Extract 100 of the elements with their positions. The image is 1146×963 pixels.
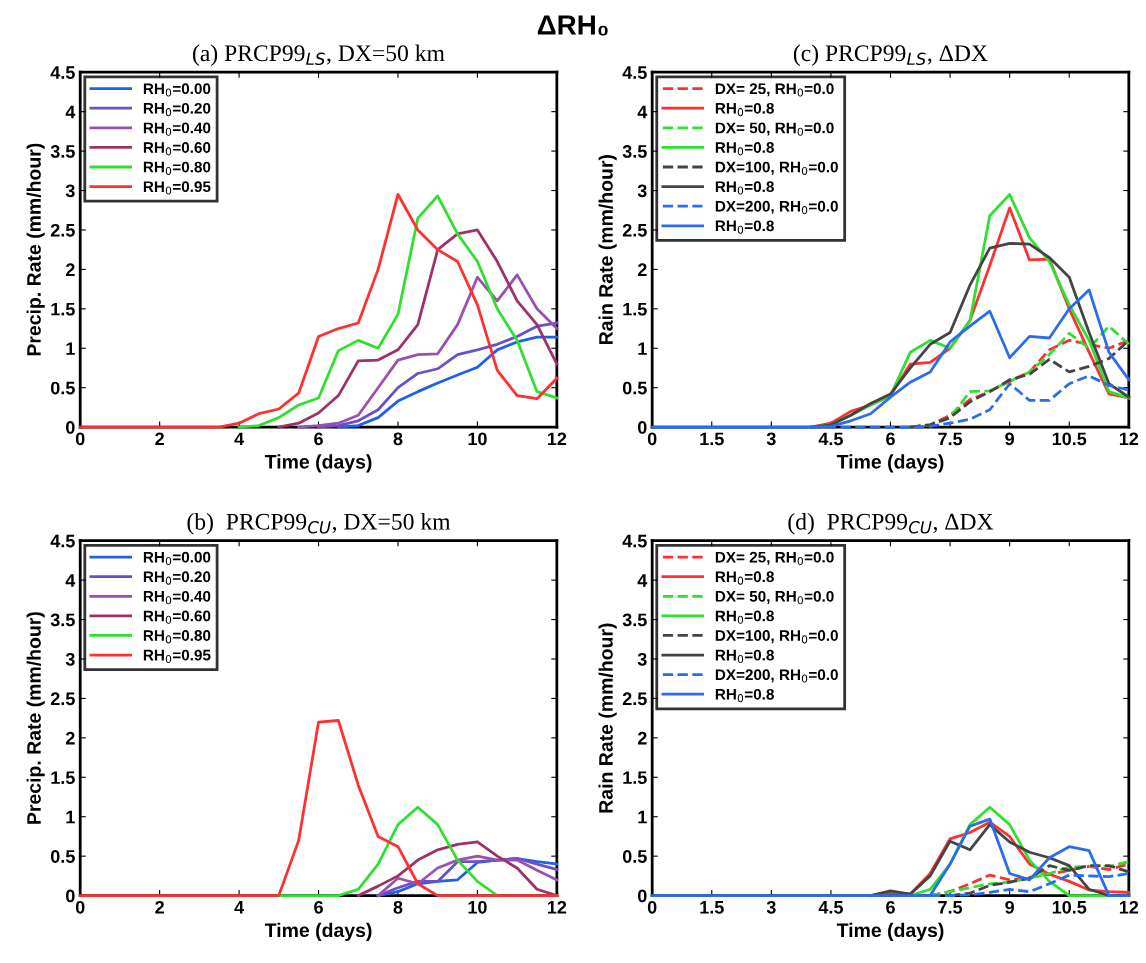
y-tick-label: 3.5 (622, 613, 647, 627)
y-tick-label: 2.5 (50, 223, 75, 237)
legend-label: RH$_{0}$=0.8 (715, 220, 774, 234)
y-tick-label: 3 (637, 652, 647, 666)
x-tick-label: 12 (1119, 900, 1139, 914)
line-series (277, 805, 499, 897)
y-tick-label: 3 (65, 184, 75, 198)
x-tick-label: 6 (314, 432, 323, 446)
y-tick-label: 0 (66, 421, 75, 434)
y-tick-label: 1 (66, 810, 75, 824)
y-tick-label: 0.5 (622, 850, 647, 863)
legend-label: RH$_{0}$=0.00 (143, 83, 211, 97)
x-tick-label: 9 (1005, 900, 1014, 914)
x-tick-label: 10 (468, 900, 487, 914)
y-tick-label: 2.5 (622, 223, 647, 237)
legend-label: RH$_{0}$=0.95 (143, 181, 211, 195)
x-tick-label: 12 (547, 900, 567, 914)
x-tick-label: 10 (468, 432, 487, 446)
line-series (277, 228, 559, 429)
line-series (297, 273, 559, 429)
x-tick-label: 2 (155, 432, 164, 446)
legend-label: RH$_{0}$=0.00 (143, 551, 211, 566)
y-tick-label: 0 (637, 421, 647, 434)
y-tick-label: 4.5 (622, 534, 647, 548)
legend-label: RH$_{0}$=0.40 (143, 122, 211, 136)
y-tick-label: 0.5 (622, 381, 647, 395)
legend-label: RH$_{0}$=0.8 (715, 181, 774, 195)
legend-label: RH$_{0}$=0.20 (143, 102, 211, 117)
legend-label: RH$_{0}$=0.20 (143, 571, 211, 585)
y-tick-label: 3 (637, 184, 647, 198)
x-tick-label: 12 (1119, 432, 1139, 446)
y-tick-label: 1.5 (51, 302, 75, 316)
x-tick-label: 6 (314, 900, 323, 914)
y-tick-label: 2 (637, 263, 647, 276)
y-tick-label: 2.5 (50, 692, 75, 706)
legend-label: RH$_{0}$=0.60 (143, 610, 211, 624)
legend-label: DX= 50, RH$_{0}$=0.0 (715, 122, 834, 136)
line-series (337, 335, 559, 429)
y-axis-title: Precip. Rate (mm/hour) (26, 612, 45, 824)
y-tick-label: 3.5 (50, 145, 75, 158)
y-tick-label: 4 (637, 105, 648, 119)
legend-label: RH$_{0}$=0.8 (715, 610, 774, 624)
y-tick-label: 3.5 (50, 613, 75, 627)
x-axis-title: Time (days) (836, 922, 944, 941)
legend-label: DX=200, RH$_{0}$=0.0 (715, 669, 838, 683)
y-tick-label: 4.5 (622, 66, 647, 79)
x-tick-label: 7.5 (938, 901, 963, 914)
y-axis-title: Rain Rate (mm/hour) (598, 623, 617, 813)
x-axis-title: Time (days) (264, 922, 372, 941)
x-tick-label: 3 (766, 432, 776, 446)
y-tick-label: 1.5 (51, 771, 75, 785)
legend-label: RH$_{0}$=0.80 (143, 161, 211, 175)
y-axis-title: Rain Rate (mm/hour) (598, 155, 617, 344)
x-tick-label: 9 (1005, 432, 1014, 446)
x-tick-label: 4.5 (818, 901, 843, 914)
x-tick-label: 2 (155, 900, 164, 914)
legend-label: RH$_{0}$=0.8 (715, 102, 774, 117)
y-tick-label: 3 (65, 652, 75, 666)
x-tick-label: 0 (75, 432, 85, 446)
x-tick-label: 10.5 (1052, 432, 1087, 446)
line-series (317, 321, 559, 429)
y-tick-label: 0.5 (50, 850, 75, 863)
legend-label: DX= 25, RH$_{0}$=0.0 (715, 83, 834, 97)
y-tick-label: 1 (638, 810, 647, 824)
y-tick-label: 4 (65, 574, 76, 587)
y-tick-label: 2.5 (622, 692, 647, 706)
chart-title: (c) PRCP99$_{LS}$, ΔDX (793, 44, 988, 66)
x-tick-label: 0 (647, 432, 657, 446)
y-tick-label: 2 (637, 731, 647, 745)
y-tick-label: 1.5 (623, 302, 647, 316)
chart-title: (d) PRCP99$_{CU}$, ΔDX (788, 513, 994, 535)
x-tick-label: 8 (393, 900, 403, 914)
x-axis-title: Time (days) (836, 454, 944, 473)
x-tick-label: 3 (766, 900, 776, 914)
legend-label: RH$_{0}$=0.8 (715, 688, 774, 703)
y-tick-label: 2 (65, 263, 75, 276)
x-tick-label: 0 (75, 900, 85, 914)
y-tick-label: 4 (637, 574, 648, 587)
x-tick-label: 4 (234, 901, 245, 914)
x-tick-label: 1.5 (700, 432, 724, 446)
legend-label: DX= 25, RH$_{0}$=0.0 (715, 551, 834, 566)
x-tick-label: 7.5 (938, 432, 963, 446)
x-tick-label: 10.5 (1052, 900, 1087, 914)
legend-label: RH$_{0}$=0.95 (143, 649, 211, 664)
y-tick-label: 1 (66, 342, 75, 355)
y-tick-label: 4 (65, 105, 76, 119)
x-tick-label: 4 (234, 432, 245, 446)
y-tick-label: 4.5 (50, 534, 75, 548)
y-tick-label: 0 (66, 889, 75, 903)
x-tick-label: 12 (547, 432, 567, 446)
x-tick-label: 0 (647, 900, 657, 914)
legend-label: RH$_{0}$=0.8 (715, 649, 774, 664)
x-tick-label: 6 (886, 432, 895, 446)
legend-label: DX=100, RH$_{0}$=0.0 (715, 630, 838, 644)
x-tick-label: 6 (886, 900, 895, 914)
y-tick-label: 3.5 (622, 145, 647, 158)
legend-label: RH$_{0}$=0.40 (143, 590, 211, 605)
x-tick-label: 1.5 (700, 901, 724, 914)
legend-label: DX=200, RH$_{0}$=0.0 (715, 200, 838, 215)
legend-label: DX= 50, RH$_{0}$=0.0 (715, 590, 834, 605)
